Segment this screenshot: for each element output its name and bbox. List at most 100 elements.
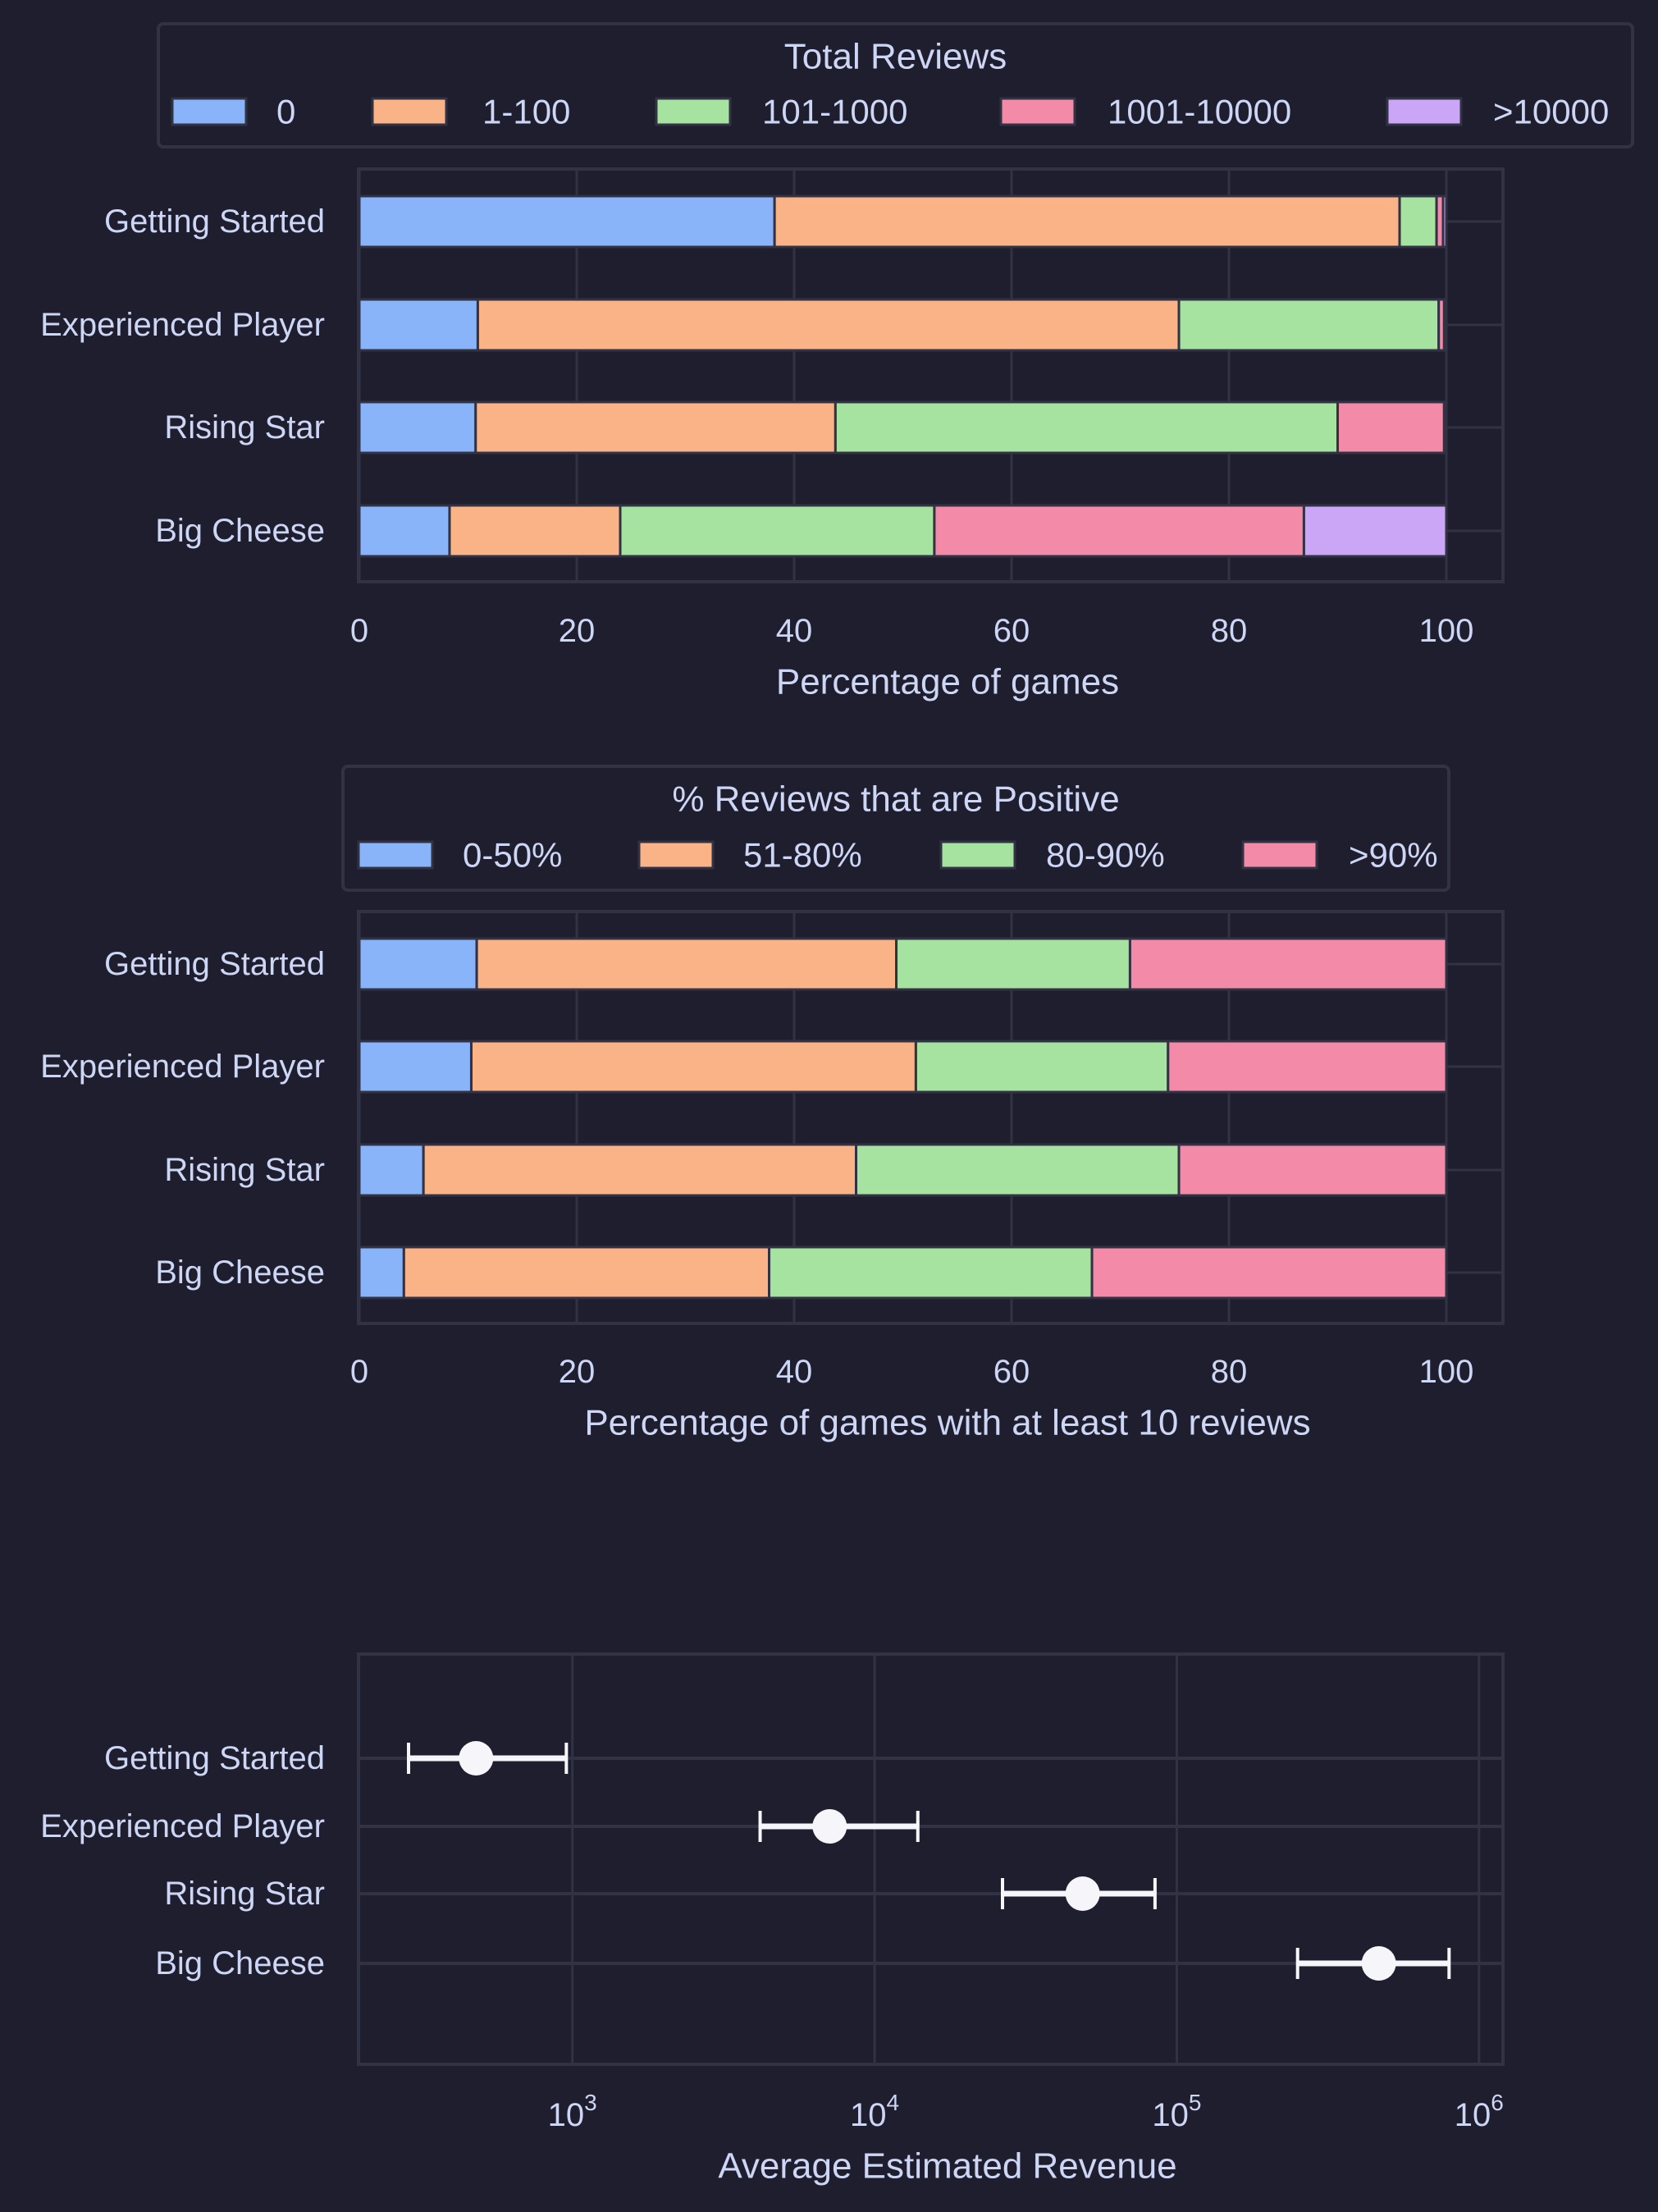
bar-segment-80-90% xyxy=(914,1040,1170,1094)
x-tick-label: 106 xyxy=(1455,2090,1504,2134)
legend-label: 1001-10000 xyxy=(1108,93,1291,131)
bar-segment-51-80% xyxy=(475,937,898,991)
bar-segment-1-100 xyxy=(474,400,837,455)
y-tick-label: Getting Started xyxy=(104,1740,325,1776)
bar-segment-80-90% xyxy=(855,1143,1181,1197)
bar-segment->90% xyxy=(1177,1143,1448,1197)
errorbar-chart: Getting Started Experienced Player Rising … xyxy=(40,1652,1505,2187)
legend-label: 1-100 xyxy=(482,93,570,131)
stacked-bar-chart-1: Getting Started Experienced Player Rising … xyxy=(40,22,1634,702)
y-tick-label: Getting Started xyxy=(104,946,325,982)
legend-label: 51-80% xyxy=(743,836,862,875)
data-point xyxy=(459,1741,494,1776)
legend-label: 101-1000 xyxy=(762,93,908,131)
x-tick-label: 104 xyxy=(850,2090,899,2134)
legend-label: >10000 xyxy=(1493,93,1609,131)
legend-label: 80-90% xyxy=(1046,836,1165,875)
legend-box xyxy=(157,22,1634,149)
bar-segment-101-1000 xyxy=(834,400,1339,455)
legend-swatch xyxy=(939,840,1016,870)
x-tick-label: 60 xyxy=(993,613,1030,649)
bar-segment-0-50% xyxy=(358,1245,405,1300)
legend-label: 0 xyxy=(276,93,295,131)
y-tick-label: Rising Star xyxy=(164,1152,325,1188)
data-point xyxy=(1361,1946,1396,1981)
bar-segment-1001-10000 xyxy=(1336,400,1446,455)
y-tick-label: Rising Star xyxy=(164,1876,325,1912)
bar-segment->10000 xyxy=(1442,298,1448,352)
y-tick-label: Experienced Player xyxy=(40,1049,325,1085)
axes-frame xyxy=(357,167,1505,583)
bar-segment->10000 xyxy=(1442,400,1448,455)
x-axis-label: Average Estimated Revenue xyxy=(718,2146,1176,2187)
legend-swatch xyxy=(1386,97,1463,126)
x-tick-label: 80 xyxy=(1211,613,1248,649)
legend-swatch xyxy=(655,97,732,126)
bar-segment->90% xyxy=(1128,937,1448,991)
x-tick-label: 60 xyxy=(993,1354,1030,1390)
x-tick-label: 103 xyxy=(548,2090,597,2134)
bar-segment-101-1000 xyxy=(1177,298,1441,352)
legend-swatch xyxy=(637,840,715,870)
bar-segment-0 xyxy=(358,194,776,249)
bar-segment-0 xyxy=(358,400,477,455)
data-point xyxy=(812,1809,847,1844)
legend-box xyxy=(341,765,1450,892)
y-tick-label: Getting Started xyxy=(104,203,325,240)
stacked-bar-chart-2: Getting Started Experienced Player Rising … xyxy=(40,765,1505,1443)
bar-segment-51-80% xyxy=(402,1245,771,1300)
x-axis-label: Percentage of games with at least 10 rev… xyxy=(584,1403,1310,1443)
legend-title: % Reviews that are Positive xyxy=(672,779,1119,820)
bar-segment-1001-10000 xyxy=(933,504,1305,558)
legend: Total Reviews 0 1-100 101-1000 1001-10000 >10… xyxy=(157,22,1634,149)
y-tick-label: Experienced Player xyxy=(40,1808,325,1844)
bar-segment-101-1000 xyxy=(619,504,936,558)
data-point xyxy=(1065,1876,1100,1911)
bar-segment->90% xyxy=(1167,1040,1448,1094)
y-tick-label: Big Cheese xyxy=(155,1255,325,1291)
x-tick-label: 100 xyxy=(1419,1354,1474,1390)
x-tick-label: 0 xyxy=(350,1354,368,1390)
y-tick-label: Big Cheese xyxy=(155,513,325,549)
bar-segment-101-1000 xyxy=(1398,194,1438,249)
x-tick-label: 40 xyxy=(776,1354,813,1390)
legend-swatch xyxy=(1241,840,1318,870)
x-tick-label: 20 xyxy=(559,613,596,649)
y-tick-label: Rising Star xyxy=(164,409,325,446)
bar-segment-1-100 xyxy=(448,504,622,558)
x-tick-label: 100 xyxy=(1419,613,1474,649)
legend-title: Total Reviews xyxy=(784,37,1007,77)
legend-swatch xyxy=(999,97,1076,126)
y-tick-label: Big Cheese xyxy=(155,1945,325,1981)
bar-segment-0-50% xyxy=(358,1040,473,1094)
bar-segment-80-90% xyxy=(768,1245,1094,1300)
legend-swatch xyxy=(171,97,248,126)
bar-segment-51-80% xyxy=(469,1040,917,1094)
x-tick-label: 40 xyxy=(776,613,813,649)
bar-segment->10000 xyxy=(1441,194,1448,249)
axes-frame xyxy=(357,1652,1505,2066)
bar-segment->10000 xyxy=(1302,504,1448,558)
x-axis-label: Percentage of games xyxy=(776,662,1119,702)
axes-frame xyxy=(357,910,1505,1325)
bar-segment-80-90% xyxy=(895,937,1131,991)
bar-segment-1-100 xyxy=(476,298,1181,352)
x-tick-label: 105 xyxy=(1152,2090,1201,2134)
bar-segment-0 xyxy=(358,504,451,558)
x-tick-label: 20 xyxy=(559,1354,596,1390)
x-tick-label: 0 xyxy=(350,613,368,649)
bar-segment->90% xyxy=(1090,1245,1448,1300)
bar-segment-51-80% xyxy=(422,1143,858,1197)
legend: % Reviews that are Positive 0-50% 51-80% 80… xyxy=(341,765,1450,892)
legend-label: >90% xyxy=(1349,836,1438,875)
bar-segment-0-50% xyxy=(358,1143,425,1197)
legend-swatch xyxy=(371,97,448,126)
x-tick-label: 80 xyxy=(1211,1354,1248,1390)
legend-label: 0-50% xyxy=(463,836,562,875)
bar-segment-0 xyxy=(358,298,479,352)
bar-segment-0-50% xyxy=(358,937,478,991)
legend-swatch xyxy=(357,840,434,870)
bar-segment-1-100 xyxy=(773,194,1401,249)
